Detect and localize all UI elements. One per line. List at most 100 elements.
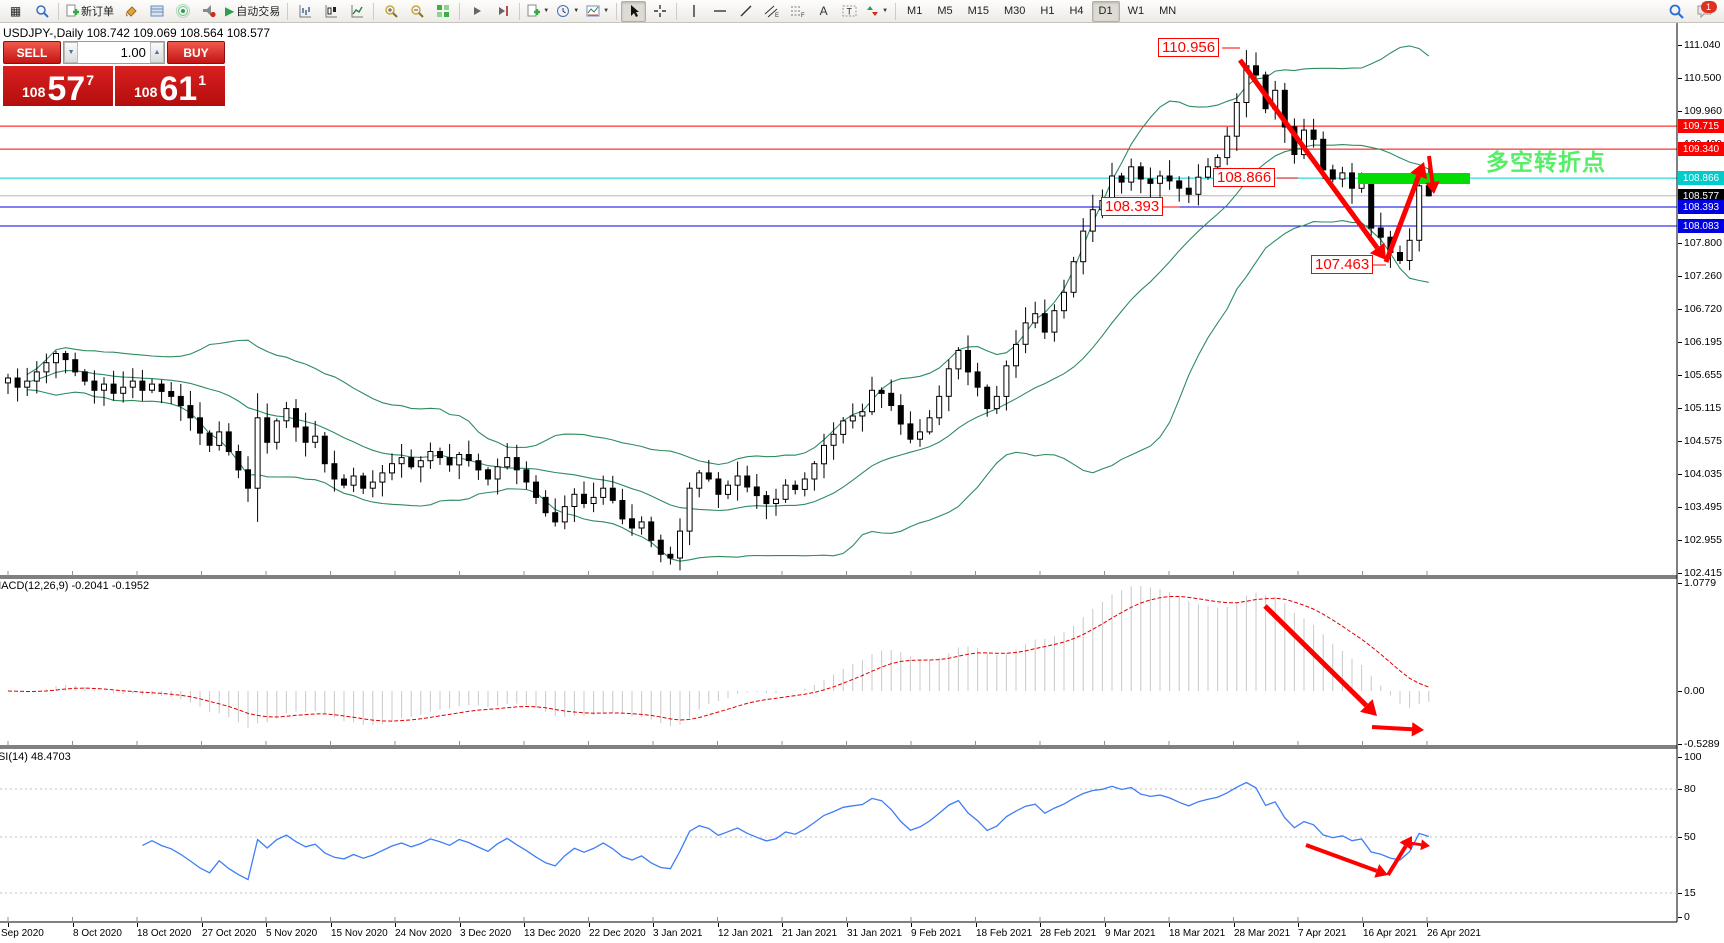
arrows-tool-button[interactable]: ▼	[863, 1, 891, 22]
fibonacci-tool-button[interactable]: F	[785, 1, 810, 22]
price-tick-mark	[1678, 276, 1682, 277]
timeframe-d1-button[interactable]: D1	[1091, 0, 1120, 22]
signals-button[interactable]	[170, 1, 195, 22]
text-tool-button[interactable]: A	[811, 1, 836, 22]
price-callout-label[interactable]: 110.956	[1158, 38, 1220, 57]
price-level-badge[interactable]: 108.393	[1678, 200, 1724, 214]
zoom-out-button[interactable]	[404, 1, 429, 22]
price-callout-label[interactable]: 108.866	[1213, 168, 1276, 187]
trend-arrow-head[interactable]	[1425, 181, 1440, 194]
cursor-tool-button[interactable]	[621, 0, 647, 22]
indicators-menu-button[interactable]: ▼	[524, 1, 552, 22]
price-tick-mark	[1678, 375, 1682, 376]
date-tick-label: 3 Jan 2021	[653, 928, 703, 939]
price-level-badge[interactable]: 108.866	[1678, 171, 1724, 185]
timeframe-m1-button[interactable]: M1	[907, 5, 923, 17]
buy-price-display[interactable]: 108 61 1	[115, 66, 225, 106]
turning-zone-bar[interactable]	[1358, 173, 1470, 184]
timeframe-h4-button[interactable]: H4	[1069, 5, 1084, 17]
templates-menu-button[interactable]: ▼	[583, 1, 612, 22]
price-callout-label[interactable]: 108.393	[1101, 197, 1164, 216]
trend-arrow-head[interactable]	[1420, 839, 1430, 851]
text-label-tool-button[interactable]: T	[837, 1, 862, 22]
line-chart-mode-button[interactable]	[344, 1, 369, 22]
timeframe-w1-button[interactable]: W1	[1127, 5, 1145, 17]
date-tick-mark	[1234, 923, 1235, 927]
trendline-tool-button[interactable]	[733, 1, 758, 22]
chart-window-icon[interactable]: ▦	[9, 4, 22, 18]
trend-arrow[interactable]	[1263, 604, 1369, 708]
trend-arrow[interactable]	[1305, 843, 1378, 873]
horizontal-line-tool-button[interactable]	[707, 1, 732, 22]
trend-arrow[interactable]	[1401, 840, 1422, 847]
volume-input[interactable]	[78, 42, 150, 63]
timeframe-m30-button[interactable]: M30	[1004, 5, 1026, 17]
timeframe-h1-button[interactable]: H1	[1040, 5, 1055, 17]
crosshair-icon	[653, 5, 666, 17]
turning-point-annotation[interactable]: 多空转折点	[1486, 149, 1606, 175]
trend-arrow-head[interactable]	[1374, 864, 1388, 878]
trend-arrow[interactable]	[1383, 175, 1422, 263]
price-tick-label: 107.260	[1684, 270, 1722, 282]
price-level-badge[interactable]: 109.340	[1678, 142, 1724, 156]
sell-button[interactable]: SELL	[3, 41, 61, 64]
add-indicator-icon	[527, 4, 541, 17]
crosshair-tool-button[interactable]	[647, 1, 672, 22]
date-tick-mark	[653, 923, 654, 927]
sell-price-display[interactable]: 108 57 7	[3, 66, 113, 106]
vertical-line-tool-button[interactable]	[681, 1, 706, 22]
trend-arrow-head[interactable]	[1410, 162, 1428, 180]
new-order-button[interactable]: 新订单	[63, 1, 117, 22]
equidistant-channel-tool-button[interactable]: E	[759, 1, 784, 22]
toolbar-separator	[459, 2, 461, 20]
timeframe-mn-button[interactable]: MN	[1159, 5, 1177, 17]
price-level-badge[interactable]: 109.715	[1678, 119, 1724, 133]
cursor-icon	[631, 5, 640, 17]
search-button[interactable]	[1663, 1, 1688, 22]
trend-arrow[interactable]	[1237, 58, 1380, 250]
alerts-button[interactable]	[196, 1, 221, 22]
date-tick-mark	[976, 923, 977, 927]
styles-bucket-button[interactable]	[118, 1, 143, 22]
rsi-tick-mark	[1678, 917, 1682, 918]
auto-scroll-button[interactable]	[464, 1, 489, 22]
date-tick-mark	[847, 923, 848, 927]
toolbar-right: 1	[1663, 1, 1721, 22]
trend-arrow[interactable]	[1386, 845, 1408, 877]
candlestick-mode-button[interactable]	[318, 1, 343, 22]
profiles-button[interactable]	[144, 1, 169, 22]
horizontal-line-icon	[713, 10, 726, 12]
volume-increase-button[interactable]: ▲	[149, 42, 164, 63]
volume-decrease-button[interactable]: ▼	[64, 42, 79, 63]
zoom-in-button[interactable]	[378, 1, 403, 22]
date-tick-label: 12 Jan 2021	[718, 928, 774, 939]
trend-arrow[interactable]	[1427, 155, 1435, 183]
date-tick-label: 9 Feb 2021	[911, 928, 962, 939]
data-window-icon[interactable]	[29, 1, 54, 22]
clock-icon	[557, 5, 570, 17]
toolbar-separator	[58, 2, 59, 20]
rsi-tick-label: 0	[1684, 911, 1690, 923]
periods-menu-button[interactable]: ▼	[553, 1, 582, 22]
price-level-badge[interactable]: 108.577	[1678, 189, 1724, 203]
price-tick-label: 111.040	[1684, 39, 1721, 51]
trend-arrow-head[interactable]	[1411, 722, 1424, 737]
timeframe-m15-button[interactable]: M15	[967, 5, 990, 17]
timeframe-m5-button[interactable]: M5	[937, 5, 953, 17]
date-tick-label: 24 Nov 2020	[395, 928, 452, 939]
price-callout-label[interactable]: 107.463	[1311, 255, 1374, 274]
sell-price-pips: 57	[47, 70, 86, 108]
trend-arrow-head[interactable]	[1360, 699, 1377, 716]
notifications-button[interactable]: 1	[1692, 1, 1717, 22]
trend-arrow[interactable]	[1371, 725, 1413, 732]
buy-button[interactable]: BUY	[167, 41, 225, 64]
price-level-badge[interactable]: 108.083	[1678, 219, 1724, 233]
trend-arrow-head[interactable]	[1369, 242, 1386, 260]
arrow-objects-icon	[867, 6, 879, 16]
autotrade-button[interactable]: ▶ 自动交易	[222, 1, 283, 22]
toolbar-separator	[373, 2, 375, 20]
bar-chart-mode-button[interactable]	[292, 1, 317, 22]
tile-windows-button[interactable]	[430, 1, 455, 22]
chart-shift-button[interactable]	[490, 1, 515, 22]
